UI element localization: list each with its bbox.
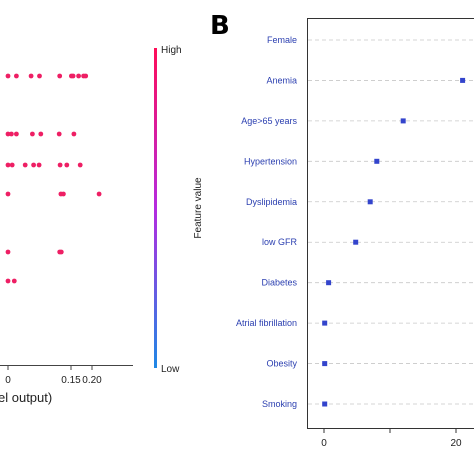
data-point <box>326 280 332 286</box>
shap-dot <box>61 191 66 197</box>
category-label: Atrial fibrillation <box>236 318 297 328</box>
colorbar-high-label: High <box>161 45 182 56</box>
panel-b-category-labels: Female Anemia Age>65 years Hypertension Dysl… <box>236 35 298 409</box>
category-label: Anemia <box>266 75 297 85</box>
x-tick-label: 0.15 <box>61 375 81 386</box>
shap-dot <box>77 162 83 168</box>
data-point <box>367 199 373 205</box>
shap-dot <box>5 278 11 284</box>
panel-b-points <box>322 77 466 407</box>
shap-dot <box>14 73 19 79</box>
category-label: low GFR <box>262 237 298 247</box>
data-point <box>322 401 328 407</box>
shap-dot <box>11 278 17 284</box>
shap-dot <box>5 131 11 137</box>
category-label: Dyslipidemia <box>246 197 297 207</box>
x-tick-label: 20 <box>450 438 462 449</box>
shap-dot <box>31 162 36 168</box>
shap-dot <box>22 162 28 168</box>
shap-dot <box>58 249 64 255</box>
panel-b-x-ticks: 0 20 <box>321 428 462 449</box>
shap-dot <box>56 131 62 137</box>
panel-a-dots <box>5 73 102 284</box>
shap-dot <box>71 131 77 137</box>
category-label: Smoking <box>262 399 297 409</box>
data-point <box>353 239 359 245</box>
x-tick-label: 0 <box>321 438 327 449</box>
category-label: Diabetes <box>261 278 297 288</box>
shap-dot <box>28 73 34 79</box>
shap-dot <box>37 73 42 79</box>
data-point <box>322 361 328 367</box>
category-label: Age>65 years <box>241 116 297 126</box>
shap-dot <box>76 73 81 79</box>
shap-dot <box>5 73 11 79</box>
shap-dot <box>70 73 76 79</box>
shap-dot <box>57 162 63 168</box>
panel-a: 0 0.15 0.20 el output) <box>0 73 133 405</box>
category-label: Obesity <box>266 359 297 369</box>
shap-dot <box>64 162 70 168</box>
shap-dot <box>83 73 89 79</box>
colorbar-low-label: Low <box>161 364 180 375</box>
shap-dot <box>14 131 19 137</box>
shap-dot <box>9 162 15 168</box>
shap-dot <box>30 131 35 137</box>
data-point <box>400 118 406 124</box>
category-label: Hypertension <box>244 156 297 166</box>
data-point <box>460 77 466 83</box>
panel-letter: B <box>210 11 230 41</box>
data-point <box>322 320 328 326</box>
panel-a-x-ticks: 0 0.15 0.20 <box>5 365 102 386</box>
panel-b: B Female Anemia Age>65 years Hypertension Dy… <box>210 11 474 449</box>
colorbar-gradient <box>154 48 157 368</box>
colorbar-title: Feature value <box>193 177 204 239</box>
shap-dot <box>36 162 42 168</box>
data-point <box>374 158 380 164</box>
shap-dot <box>5 162 11 168</box>
shap-dot <box>5 249 11 255</box>
shap-dot <box>57 73 63 79</box>
x-tick-label: 0 <box>5 375 11 386</box>
shap-dot <box>5 191 11 197</box>
shap-dot <box>9 131 14 137</box>
shap-dot <box>38 131 44 137</box>
category-label: Female <box>267 35 297 45</box>
panel-a-x-label: el output) <box>0 390 52 405</box>
shap-dot <box>96 191 102 197</box>
colorbar: High Low Feature value <box>154 45 204 375</box>
x-tick-label: 0.20 <box>82 375 102 386</box>
panel-b-plot-frame <box>307 18 474 429</box>
panel-b-gridlines <box>308 39 474 405</box>
